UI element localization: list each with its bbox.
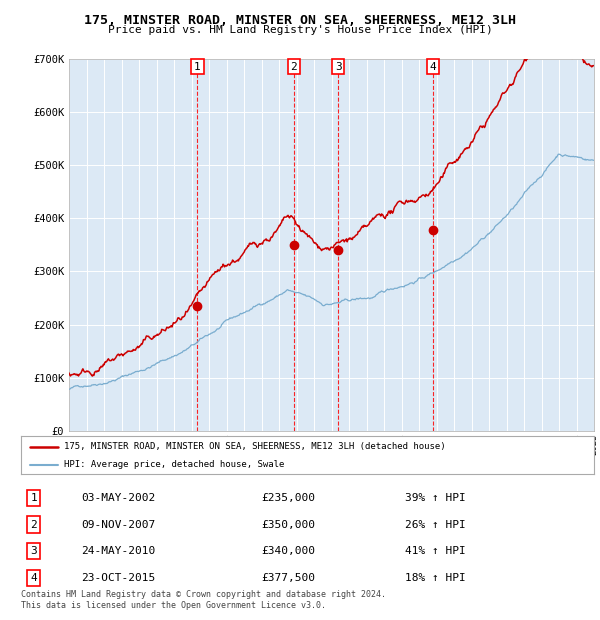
Text: 09-NOV-2007: 09-NOV-2007: [81, 520, 155, 529]
Text: 23-OCT-2015: 23-OCT-2015: [81, 573, 155, 583]
Text: 2: 2: [290, 61, 297, 72]
Text: HPI: Average price, detached house, Swale: HPI: Average price, detached house, Swal…: [64, 460, 284, 469]
Text: 39% ↑ HPI: 39% ↑ HPI: [405, 493, 466, 503]
Text: 2: 2: [30, 520, 37, 529]
Text: Price paid vs. HM Land Registry's House Price Index (HPI): Price paid vs. HM Land Registry's House …: [107, 25, 493, 35]
Text: £235,000: £235,000: [262, 493, 316, 503]
Text: 1: 1: [194, 61, 201, 72]
Text: 3: 3: [335, 61, 342, 72]
Text: 4: 4: [30, 573, 37, 583]
Text: 175, MINSTER ROAD, MINSTER ON SEA, SHEERNESS, ME12 3LH (detached house): 175, MINSTER ROAD, MINSTER ON SEA, SHEER…: [64, 442, 446, 451]
Text: Contains HM Land Registry data © Crown copyright and database right 2024.
This d: Contains HM Land Registry data © Crown c…: [21, 590, 386, 609]
Text: 24-MAY-2010: 24-MAY-2010: [81, 546, 155, 556]
Text: 03-MAY-2002: 03-MAY-2002: [81, 493, 155, 503]
Text: £377,500: £377,500: [262, 573, 316, 583]
Text: £340,000: £340,000: [262, 546, 316, 556]
Text: 3: 3: [30, 546, 37, 556]
Text: £350,000: £350,000: [262, 520, 316, 529]
Text: 4: 4: [430, 61, 437, 72]
Text: 18% ↑ HPI: 18% ↑ HPI: [405, 573, 466, 583]
Text: 1: 1: [30, 493, 37, 503]
Text: 26% ↑ HPI: 26% ↑ HPI: [405, 520, 466, 529]
Text: 175, MINSTER ROAD, MINSTER ON SEA, SHEERNESS, ME12 3LH: 175, MINSTER ROAD, MINSTER ON SEA, SHEER…: [84, 14, 516, 27]
Text: 41% ↑ HPI: 41% ↑ HPI: [405, 546, 466, 556]
